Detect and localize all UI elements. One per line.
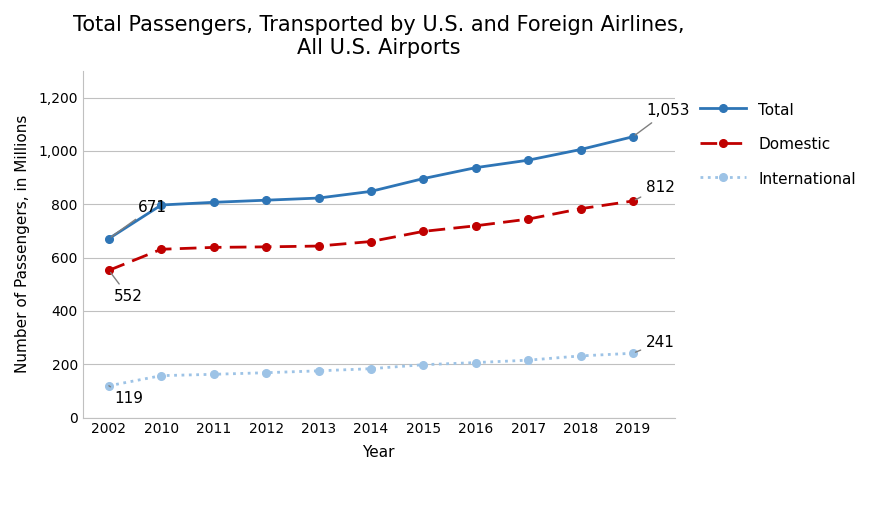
Domestic <box>261 244 271 250</box>
Line: Total: Total <box>105 133 636 242</box>
Domestic <box>522 216 533 222</box>
Domestic <box>418 228 428 234</box>
Text: 671: 671 <box>111 200 167 237</box>
Domestic <box>470 223 480 229</box>
International <box>208 371 219 377</box>
Domestic <box>313 243 323 249</box>
Domestic <box>208 244 219 250</box>
International <box>261 370 271 376</box>
International <box>470 360 480 366</box>
Total <box>627 134 637 140</box>
International <box>104 383 114 389</box>
Total <box>470 165 480 171</box>
Total <box>365 188 376 194</box>
Text: 119: 119 <box>109 386 143 406</box>
Total <box>261 197 271 203</box>
Domestic <box>574 206 585 212</box>
Text: 1,053: 1,053 <box>635 104 688 135</box>
International <box>313 368 323 374</box>
Line: Domestic: Domestic <box>105 197 636 274</box>
Domestic <box>104 267 114 273</box>
Legend: Total, Domestic, International: Total, Domestic, International <box>694 96 861 193</box>
Total <box>208 199 219 206</box>
Total <box>522 157 533 163</box>
Domestic <box>627 198 637 204</box>
Domestic <box>365 238 376 244</box>
Y-axis label: Number of Passengers, in Millions: Number of Passengers, in Millions <box>15 115 30 373</box>
Line: International: International <box>105 349 636 389</box>
Title: Total Passengers, Transported by U.S. and Foreign Airlines,
All U.S. Airports: Total Passengers, Transported by U.S. an… <box>73 15 684 58</box>
International <box>627 350 637 356</box>
Total <box>313 195 323 201</box>
Total <box>574 146 585 153</box>
International <box>156 373 167 379</box>
Text: 812: 812 <box>635 180 674 200</box>
Text: 552: 552 <box>111 273 143 304</box>
Domestic <box>156 246 167 252</box>
Total <box>418 176 428 182</box>
International <box>522 357 533 363</box>
International <box>574 353 585 359</box>
X-axis label: Year: Year <box>362 445 394 460</box>
Text: 241: 241 <box>635 335 674 352</box>
International <box>418 362 428 368</box>
Total <box>104 235 114 241</box>
International <box>365 366 376 372</box>
Total <box>156 202 167 208</box>
